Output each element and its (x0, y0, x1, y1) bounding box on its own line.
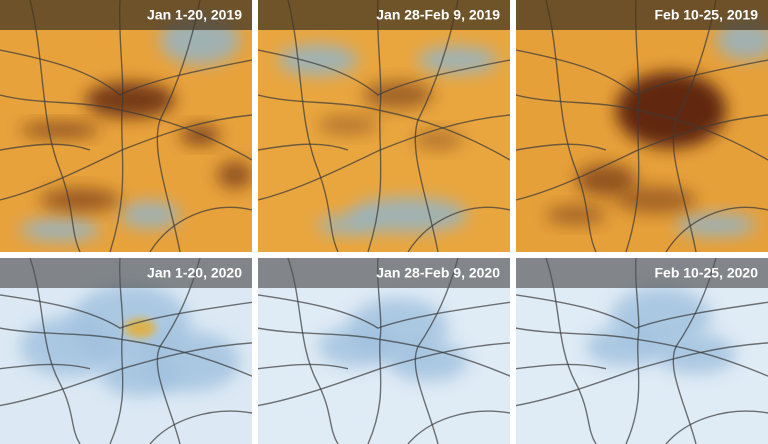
high-pollution-area (616, 72, 726, 148)
map-panel: Jan 28-Feb 9, 2020 (258, 258, 510, 444)
high-pollution-area (40, 188, 120, 212)
road (0, 95, 252, 160)
road (258, 95, 510, 160)
map-panel: Feb 10-25, 2019 (516, 0, 768, 252)
road (258, 50, 510, 95)
road (288, 258, 338, 444)
low-pollution-area (100, 356, 180, 397)
road (30, 0, 80, 252)
panel-label: Feb 10-25, 2020 (654, 265, 758, 281)
panel-label: Feb 10-25, 2019 (654, 7, 758, 23)
road (0, 328, 252, 376)
road (516, 115, 768, 200)
label-bar (516, 0, 768, 30)
map-panel: Jan 28-Feb 9, 2019 (258, 0, 510, 252)
high-pollution-area (413, 130, 463, 150)
road (157, 258, 200, 444)
road (0, 115, 252, 200)
low-pollution-area (586, 326, 666, 367)
high-pollution-area (85, 82, 175, 118)
road (673, 258, 716, 444)
low-pollution-area (318, 326, 398, 367)
road (150, 207, 252, 252)
road (150, 411, 252, 444)
road (516, 50, 768, 95)
road (0, 295, 252, 328)
road (0, 144, 90, 150)
low-pollution-area (418, 46, 498, 74)
low-pollution-area (676, 213, 756, 237)
road (546, 0, 596, 252)
map-panel: Feb 10-25, 2020 (516, 258, 768, 444)
road (258, 115, 510, 200)
road (516, 364, 606, 368)
map-panel: Jan 1-20, 2020 (0, 258, 252, 444)
road (408, 411, 510, 444)
high-pollution-area (124, 318, 156, 339)
road (368, 0, 381, 252)
panel-label: Jan 1-20, 2020 (147, 265, 242, 281)
panel-label: Jan 1-20, 2019 (147, 7, 242, 23)
road (258, 364, 348, 368)
roads (516, 0, 768, 252)
road (0, 50, 252, 95)
road (516, 95, 768, 160)
road (666, 207, 768, 252)
road (626, 0, 639, 252)
roads (0, 0, 252, 252)
high-pollution-area (546, 205, 606, 225)
road (516, 343, 768, 406)
road (516, 144, 606, 150)
road (258, 343, 510, 406)
road (666, 411, 768, 444)
low-pollution-area (278, 44, 358, 76)
label-bar (0, 0, 252, 30)
low-pollution-area (20, 218, 100, 242)
road (516, 328, 768, 376)
road (288, 0, 338, 252)
roads (516, 258, 768, 444)
road (0, 343, 252, 406)
road (157, 0, 200, 252)
road (516, 295, 768, 328)
roads (0, 258, 252, 444)
high-pollution-area (318, 115, 378, 135)
low-pollution-area (318, 215, 378, 235)
low-pollution-area (388, 341, 468, 382)
high-pollution-area (20, 122, 100, 138)
label-bar (0, 258, 252, 288)
road (673, 0, 716, 252)
low-pollution-area (120, 201, 180, 229)
road (258, 295, 510, 328)
high-pollution-area (363, 81, 433, 109)
roads (258, 0, 510, 252)
road (415, 258, 458, 444)
road (546, 258, 596, 444)
label-bar (516, 258, 768, 288)
road (0, 364, 90, 368)
road (258, 328, 510, 376)
road (258, 144, 348, 150)
label-bar (258, 258, 510, 288)
low-pollution-area (716, 20, 768, 60)
high-pollution-area (217, 161, 252, 189)
road (408, 207, 510, 252)
road (110, 0, 123, 252)
panel-label: Jan 28-Feb 9, 2019 (376, 7, 500, 23)
road (415, 0, 458, 252)
panel-label: Jan 28-Feb 9, 2020 (376, 265, 500, 281)
label-bar (258, 0, 510, 30)
map-panel: Jan 1-20, 2019 (0, 0, 252, 252)
road (30, 258, 80, 444)
